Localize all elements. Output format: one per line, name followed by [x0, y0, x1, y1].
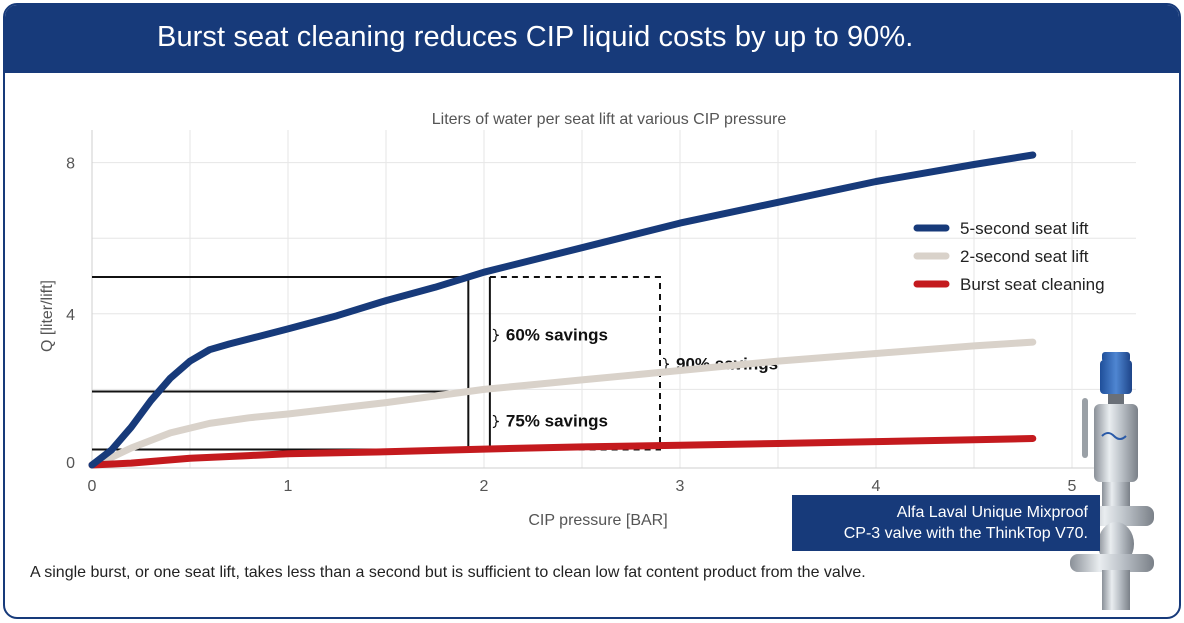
figure-frame: Burst seat cleaning reduces CIP liquid c…	[3, 3, 1181, 619]
bracket-dashed	[489, 276, 661, 451]
title-banner: Burst seat cleaning reduces CIP liquid c…	[5, 5, 1179, 73]
y-axis-label: Q [liter/lift]	[39, 280, 56, 352]
product-name: Alfa Laval Unique Mixproof	[896, 504, 1088, 521]
savings-label: 60% savings	[506, 325, 608, 344]
brace-mark	[492, 328, 499, 342]
x-tick-label: 0	[88, 478, 97, 495]
series-line	[88, 338, 1037, 469]
valve-illustration-icon	[1070, 352, 1154, 610]
product-caption-box: Alfa Laval Unique Mixproof CP-3 valve wi…	[792, 495, 1100, 551]
x-tick-label: 5	[1068, 478, 1077, 495]
legend-label: Burst seat cleaning	[960, 275, 1105, 294]
x-tick-label: 2	[480, 478, 489, 495]
chart-legend: 5-second seat lift 2-second seat lift Burs…	[913, 219, 1105, 294]
y-tick-label: 4	[66, 307, 75, 324]
y-tick-label: 0	[66, 455, 75, 472]
brace-mark	[492, 414, 499, 429]
page-title: Burst seat cleaning reduces CIP liquid c…	[157, 21, 914, 53]
x-tick-label: 3	[676, 478, 685, 495]
caption-text: A single burst, or one seat lift, takes …	[30, 564, 866, 581]
chart-series	[88, 151, 1037, 469]
chart-labels: 0 1 2 3 4 5 0 4 8 Liters of water per seat lift a…	[39, 111, 1077, 529]
x-tick-label: 4	[872, 478, 881, 495]
chart-title: Liters of water per seat lift at various…	[432, 111, 787, 128]
chart-axes	[91, 130, 1136, 469]
legend-label: 5-second seat lift	[960, 219, 1089, 238]
x-tick-label: 1	[284, 478, 293, 495]
savings-label: 75% savings	[506, 412, 608, 431]
series-line	[88, 435, 1037, 469]
x-axis-label: CIP pressure [BAR]	[528, 512, 667, 529]
product-description: CP-3 valve with the ThinkTop V70.	[843, 525, 1088, 542]
series-line	[88, 151, 1037, 469]
y-tick-label: 8	[66, 156, 75, 173]
legend-label: 2-second seat lift	[960, 247, 1089, 266]
